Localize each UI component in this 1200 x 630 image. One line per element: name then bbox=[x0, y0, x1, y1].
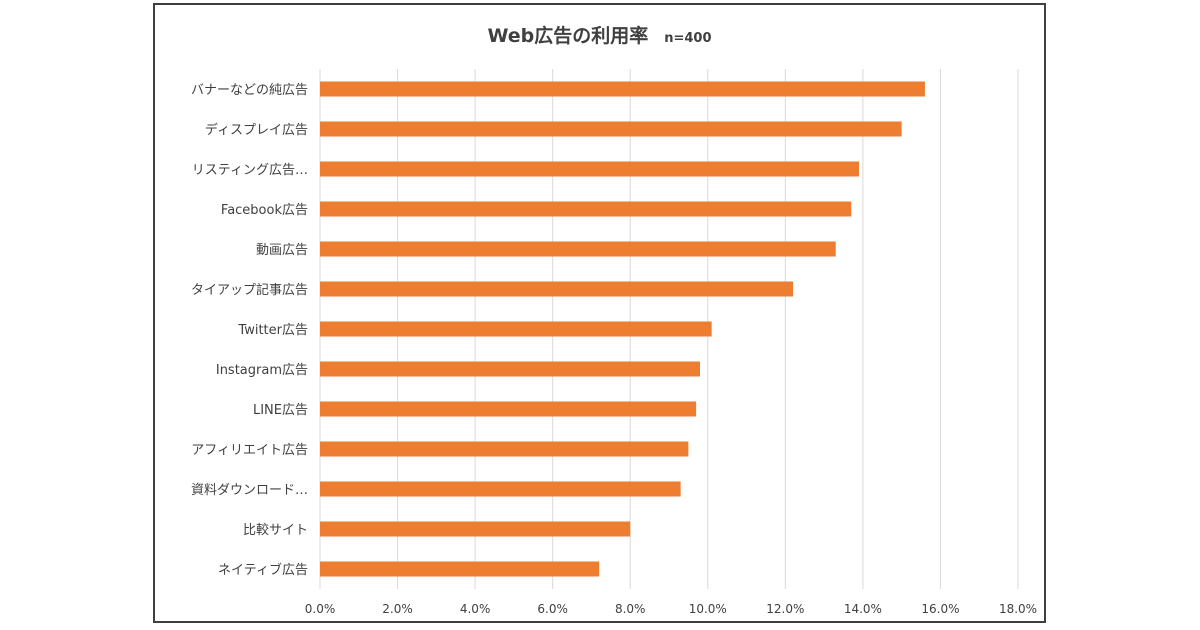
x-tick-label: 2.0% bbox=[382, 602, 413, 616]
x-tick-label: 18.0% bbox=[999, 602, 1037, 616]
category-label: ネイティブ広告 bbox=[218, 562, 308, 578]
bar-chart: 0.0% 2.0% 4.0% 6.0% 8.0% 10.0% 12.0% 14.0% 16.0%… bbox=[191, 69, 1037, 616]
category-label: 動画広告 bbox=[256, 243, 308, 258]
category-label: LINE広告 bbox=[253, 403, 308, 418]
chart-title-block: Web広告の利用率 n=400 bbox=[155, 21, 1044, 48]
category-label: タイアップ記事広告 bbox=[191, 282, 308, 298]
chart-subtitle: n=400 bbox=[664, 31, 712, 46]
chart-title: Web広告の利用率 bbox=[487, 25, 649, 47]
bar bbox=[320, 441, 689, 457]
bar bbox=[320, 521, 631, 537]
bar bbox=[320, 561, 600, 577]
category-label: 比較サイト bbox=[243, 523, 308, 538]
category-label: バナーなどの純広告 bbox=[191, 83, 308, 98]
category-label: リスティング広告… bbox=[192, 163, 308, 178]
bar bbox=[320, 361, 701, 377]
category-label: ディスプレイ広告 bbox=[205, 122, 308, 138]
x-tick-label: 12.0% bbox=[766, 602, 804, 616]
bar bbox=[320, 281, 794, 297]
x-tick-label: 14.0% bbox=[844, 602, 882, 616]
category-label: Instagram広告 bbox=[216, 363, 308, 378]
category-label: アフィリエイト広告 bbox=[191, 443, 308, 458]
bar bbox=[320, 481, 681, 497]
bar bbox=[320, 161, 860, 177]
category-label: Facebook広告 bbox=[221, 203, 308, 218]
x-tick-label: 0.0% bbox=[305, 602, 336, 616]
bar bbox=[320, 121, 902, 137]
bar bbox=[320, 241, 836, 257]
x-tick-label: 8.0% bbox=[615, 602, 646, 616]
x-tick-label: 4.0% bbox=[460, 602, 491, 616]
x-tick-label: 10.0% bbox=[689, 602, 727, 616]
category-label: Twitter広告 bbox=[237, 323, 308, 338]
category-label: 資料ダウンロード… bbox=[191, 483, 308, 498]
chart-frame: Web広告の利用率 n=400 0.0% 2.0% 4.0% 6.0% 8.0% 10.0%… bbox=[153, 3, 1046, 623]
bar bbox=[320, 81, 925, 97]
x-tick-label: 6.0% bbox=[537, 602, 568, 616]
bar bbox=[320, 401, 697, 417]
bar bbox=[320, 321, 712, 337]
x-tick-label: 16.0% bbox=[921, 602, 959, 616]
bar bbox=[320, 201, 852, 217]
